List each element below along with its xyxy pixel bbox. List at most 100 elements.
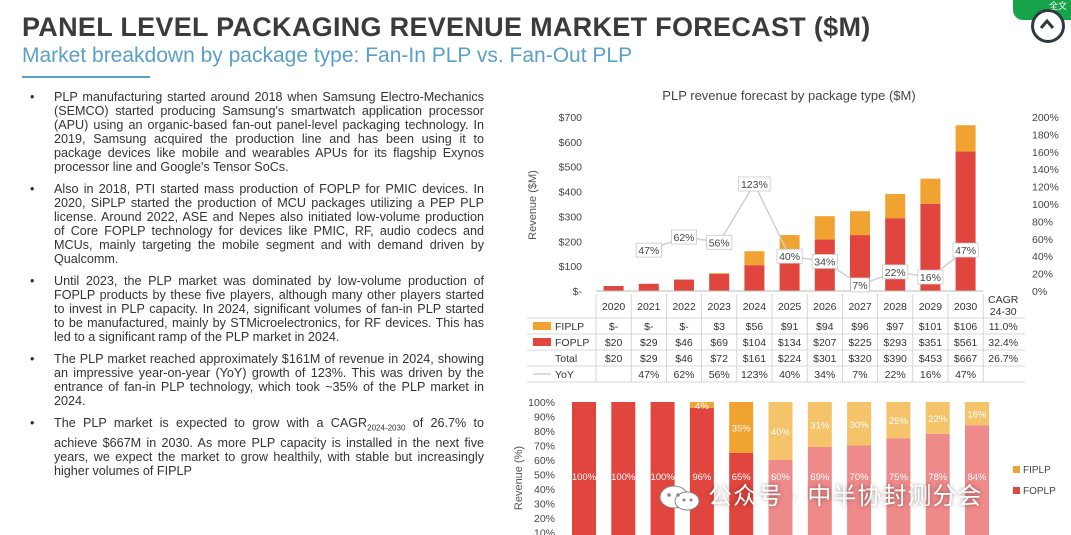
foplp-share-label: 100% [650, 472, 675, 483]
y-tick-label: $700 [559, 112, 583, 124]
y-tick-label: $100 [559, 261, 583, 273]
fiplp-bar [744, 251, 765, 266]
table-row-label: YoY [555, 369, 574, 381]
table-cell: $46 [675, 353, 693, 365]
fiplp-bar [920, 178, 941, 204]
y-axis-label: Revenue (%) [513, 446, 525, 510]
y-tick-label: $300 [559, 211, 583, 223]
bullet-text-part: The PLP market is expected to grow with … [54, 416, 368, 430]
foplp-share-label: 75% [889, 472, 909, 483]
foplp-bar [779, 257, 800, 291]
foplp-share-label: 60% [771, 472, 791, 483]
cagr-value: 32.4% [988, 337, 1018, 349]
y2-tick-label: 160% [1032, 147, 1059, 159]
foplp-share-label: 100% [572, 472, 597, 483]
table-cell: $667 [954, 353, 978, 365]
table-cell: $224 [778, 353, 802, 365]
bullet-text: The PLP market is expected to grow with … [54, 416, 484, 478]
foplp-share-bar [807, 446, 832, 535]
bullet-text: Until 2023, the PLP market was dominated… [54, 274, 484, 344]
table-cell: $46 [675, 337, 693, 349]
watermark-text: 公众号 · 中半协封测分会 [708, 483, 983, 510]
yoy-data-label-box [738, 176, 771, 192]
bullet-text: PLP manufacturing started around 2018 wh… [54, 90, 484, 174]
fiplp-share-bar [925, 402, 950, 434]
y-tick-label: 20% [534, 513, 555, 525]
table-row-label: FIPLP [555, 321, 584, 333]
y-tick-label: $400 [559, 187, 583, 199]
foplp-share-bar [572, 402, 596, 535]
fiplp-share-label: 31% [810, 420, 830, 431]
x-tick-label: 2023 [708, 301, 732, 313]
table-cell: $29 [640, 353, 658, 365]
bullet-symbol: • [30, 182, 35, 196]
foplp-share-bar [768, 460, 793, 535]
yoy-data-label-box [706, 234, 733, 250]
foplp-share-label: 78% [928, 472, 948, 483]
fiplp-share-label: 40% [771, 427, 791, 438]
yoy-data-label: 123% [741, 179, 768, 191]
x-tick-label: 2026 [813, 301, 837, 313]
bullet-symbol: • [30, 352, 35, 366]
yoy-data-label: 56% [709, 237, 730, 249]
fiplp-bar [885, 194, 906, 219]
table-cell: $69 [710, 337, 728, 349]
table-cell: 7% [852, 369, 867, 381]
table-cell: $161 [743, 353, 767, 365]
foplp-share-bar [689, 407, 714, 535]
fiplp-share-label: 4% [695, 401, 709, 412]
table-cell: 47% [638, 369, 659, 381]
foplp-share-bar [925, 433, 950, 535]
table-cell: 62% [673, 369, 694, 381]
foplp-bar [638, 283, 659, 291]
bullet-symbol: • [30, 416, 35, 430]
table-cell: $- [679, 321, 689, 333]
fiplp-share-bar [689, 402, 714, 408]
foplp-bar [850, 235, 870, 291]
legend-swatch [1013, 487, 1020, 494]
y-tick-label: 100% [528, 397, 555, 409]
fiplp-share-bar [847, 402, 872, 446]
yoy-data-label: 47% [638, 245, 659, 257]
x-tick-label: 2027 [848, 301, 872, 313]
fiplp-share-bar [807, 402, 832, 447]
yoy-data-label-box [671, 229, 698, 245]
foplp-bar [674, 279, 694, 291]
legend-label: FOPLP [1023, 486, 1056, 497]
foplp-share-label: 69% [810, 472, 830, 483]
table-cell: $101 [919, 321, 943, 333]
bullet-symbol: • [30, 274, 35, 288]
table-row-label: FOPLP [555, 337, 589, 349]
y2-tick-label: 0% [1032, 286, 1047, 298]
yoy-data-label: 22% [885, 267, 906, 279]
y2-tick-label: 20% [1032, 269, 1053, 281]
bullet-text: The PLP market reached approximately $16… [54, 352, 484, 408]
yoy-data-label-box [635, 242, 662, 258]
legend-swatch [533, 322, 551, 330]
foplp-share-label: 96% [692, 472, 712, 483]
chevron-up-icon[interactable] [1031, 9, 1065, 43]
table-cell: $- [609, 321, 619, 333]
yoy-data-label: 40% [779, 251, 800, 263]
y2-tick-label: 80% [1032, 216, 1053, 228]
yoy-data-label: 34% [814, 256, 835, 268]
fiplp-share-label: 16% [967, 410, 987, 421]
yoy-line [648, 182, 967, 286]
table-cell: $301 [813, 353, 837, 365]
y-tick-label: 10% [534, 528, 555, 535]
y-axis-label: Revenue ($M) [527, 170, 539, 240]
table-cell: 40% [779, 369, 800, 381]
bullet-item: • Until 2023, the PLP market was dominate… [28, 274, 484, 344]
fiplp-share-bar [768, 402, 793, 460]
bullet-list: • PLP manufacturing started around 2018 w… [28, 90, 484, 486]
table-cell: $96 [851, 321, 869, 333]
cagr-header-period: 24-30 [990, 306, 1017, 318]
fiplp-share-label: 22% [928, 414, 948, 425]
foplp-share-label: 84% [967, 472, 987, 483]
y-tick-label: 90% [534, 412, 555, 424]
yoy-data-label-box [811, 254, 838, 269]
x-tick-label: 2029 [919, 301, 943, 313]
y2-tick-label: 120% [1032, 182, 1059, 194]
